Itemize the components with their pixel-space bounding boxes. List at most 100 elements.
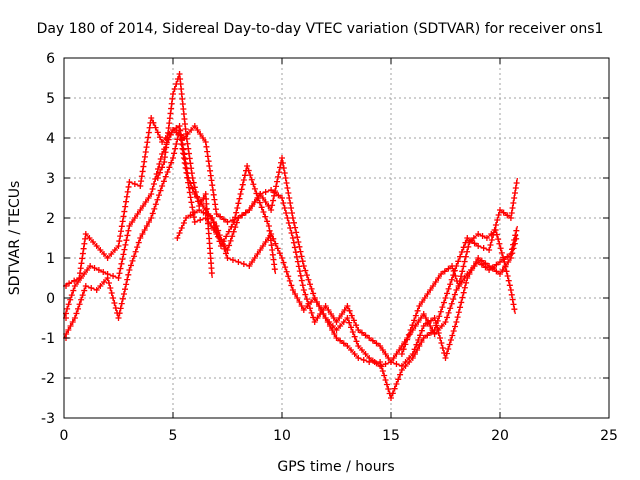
- data-point-marker: [293, 229, 300, 236]
- data-point-marker: [196, 207, 203, 213]
- data-point-marker: [225, 228, 232, 235]
- data-point-marker: [466, 271, 473, 277]
- data-point-marker: [344, 315, 351, 321]
- data-point-marker: [366, 335, 373, 341]
- data-point-marker: [296, 268, 303, 275]
- data-point-marker: [79, 250, 86, 257]
- data-point-marker: [88, 285, 95, 291]
- data-point-marker: [131, 253, 138, 260]
- data-point-marker: [210, 219, 217, 226]
- data-point-marker: [458, 273, 465, 280]
- data-point-marker: [95, 267, 102, 273]
- data-point-marker: [191, 184, 198, 191]
- data-point-marker: [253, 190, 260, 197]
- data-point-marker: [67, 323, 74, 329]
- data-point-marker: [159, 164, 166, 171]
- data-point-marker: [500, 209, 507, 216]
- y-axis-label: SDTVAR / TECUs: [7, 181, 23, 296]
- data-point-marker: [314, 315, 321, 321]
- data-point-marker: [185, 179, 192, 186]
- data-point-marker: [179, 145, 186, 152]
- data-point-marker: [265, 203, 272, 209]
- data-point-marker: [437, 335, 444, 341]
- data-point-marker: [268, 242, 275, 249]
- data-point-marker: [355, 343, 362, 349]
- data-point-marker: [217, 243, 224, 249]
- data-point-marker: [141, 153, 148, 160]
- y-tick-label: 3: [46, 171, 55, 187]
- data-point-marker: [215, 233, 222, 240]
- data-point-marker: [258, 204, 265, 211]
- data-point-marker: [405, 331, 412, 338]
- data-point-marker: [445, 309, 452, 316]
- data-point-marker: [126, 223, 133, 229]
- series-track-f: [398, 227, 518, 357]
- data-point-marker: [274, 245, 281, 252]
- data-point-marker: [199, 135, 206, 141]
- data-point-marker: [82, 235, 89, 242]
- data-point-marker: [417, 332, 424, 339]
- data-point-marker: [186, 155, 193, 162]
- data-point-marker: [385, 386, 392, 392]
- axis-ticks: 0 5 10 15 20 25 -3 -2 -1 0 1 2 3 4 5 6: [41, 51, 618, 444]
- data-point-marker: [170, 127, 176, 133]
- data-point-marker: [185, 145, 192, 152]
- data-point-marker: [449, 332, 456, 339]
- data-point-marker: [213, 229, 220, 235]
- data-point-marker: [116, 310, 123, 317]
- data-point-marker: [509, 296, 516, 303]
- data-point-marker: [355, 327, 362, 333]
- series-track-d: [154, 71, 215, 279]
- data-point-marker: [181, 159, 188, 166]
- data-point-marker: [251, 255, 258, 261]
- data-point-marker: [242, 209, 249, 216]
- data-point-marker: [468, 267, 475, 273]
- data-point-marker: [207, 172, 214, 179]
- data-point-marker: [438, 340, 445, 346]
- data-point-marker: [211, 196, 218, 203]
- data-point-marker: [171, 86, 178, 92]
- data-point-marker: [117, 305, 124, 312]
- data-point-marker: [137, 183, 144, 189]
- data-point-marker: [224, 255, 231, 261]
- data-point-marker: [197, 131, 204, 137]
- data-point-marker: [78, 260, 85, 267]
- data-point-marker: [134, 244, 141, 251]
- data-point-marker: [297, 248, 304, 255]
- data-point-marker: [87, 263, 94, 269]
- data-point-marker: [447, 281, 454, 288]
- data-point-marker: [307, 305, 314, 312]
- data-point-marker: [284, 185, 291, 191]
- data-point-marker: [249, 203, 256, 209]
- data-point-marker: [148, 191, 155, 197]
- data-point-marker: [438, 323, 445, 329]
- data-point-marker: [502, 263, 509, 270]
- data-point-marker: [235, 259, 242, 265]
- data-point-marker: [269, 251, 276, 258]
- data-point-marker: [298, 253, 305, 260]
- data-point-marker: [351, 333, 358, 340]
- data-point-marker: [177, 136, 184, 143]
- data-point-marker: [269, 202, 276, 209]
- data-point-marker: [496, 240, 503, 247]
- data-point-marker: [493, 268, 500, 275]
- data-point-marker: [298, 277, 305, 284]
- data-point-marker: [188, 199, 195, 206]
- data-point-marker: [172, 145, 179, 152]
- data-point-marker: [397, 371, 404, 378]
- data-point-marker: [420, 335, 427, 341]
- data-point-marker: [82, 231, 89, 237]
- data-point-marker: [180, 150, 187, 157]
- data-point-marker: [286, 195, 293, 201]
- data-point-marker: [288, 282, 295, 289]
- data-point-marker: [288, 205, 295, 211]
- data-point-marker: [123, 198, 130, 205]
- series-track-a: [63, 123, 520, 369]
- data-point-marker: [151, 205, 158, 212]
- data-point-marker: [371, 359, 378, 365]
- data-point-marker: [272, 188, 279, 195]
- data-point-marker: [406, 359, 413, 365]
- data-point-marker: [300, 287, 307, 293]
- data-point-marker: [250, 181, 257, 188]
- data-point-marker: [444, 314, 451, 321]
